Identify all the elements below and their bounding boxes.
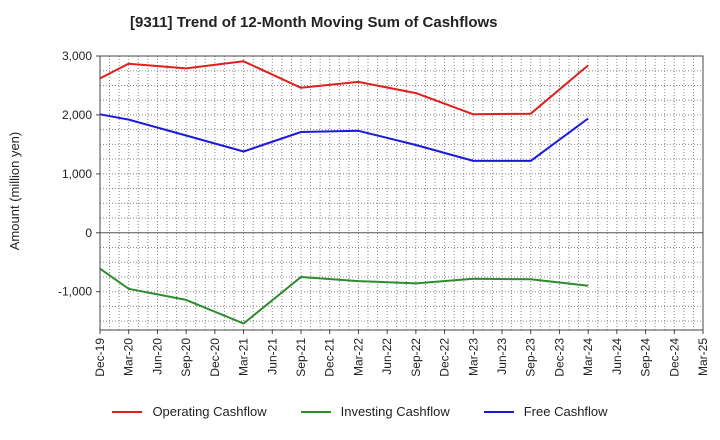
legend-item-free: Free Cashflow — [483, 404, 608, 419]
y-tick-label: 0 — [85, 226, 92, 240]
x-tick-label: Jun-21 — [265, 338, 279, 375]
x-tick-label: Sep-20 — [179, 338, 193, 377]
series-line-free-cashflow — [99, 113, 589, 162]
y-tick-label: 3,000 — [62, 49, 92, 63]
x-tick-label: Sep-23 — [524, 338, 538, 377]
legend-label-free: Free Cashflow — [523, 404, 608, 419]
x-tick-label: Jun-24 — [610, 338, 624, 375]
legend-item-investing: Investing Cashflow — [300, 404, 450, 419]
y-tick-labels: 3,000 2,000 1,000 0 -1,000 — [58, 49, 100, 299]
x-tick-label: Jun-20 — [150, 338, 164, 375]
x-tick-label: Dec-22 — [438, 338, 452, 377]
legend: Operating Cashflow Investing Cashflow Fr… — [0, 404, 720, 419]
x-tick-label: Sep-22 — [409, 338, 423, 377]
x-tick-label: Jun-23 — [495, 338, 509, 375]
chart-title: [9311] Trend of 12-Month Moving Sum of C… — [130, 14, 498, 31]
x-tick-label: Dec-19 — [93, 338, 107, 377]
legend-label-investing: Investing Cashflow — [340, 404, 450, 419]
x-tick-label: Mar-23 — [466, 338, 480, 376]
y-axis-label: Amount (million yen) — [7, 132, 22, 251]
legend-label-operating: Operating Cashflow — [152, 404, 267, 419]
legend-item-operating: Operating Cashflow — [112, 404, 267, 419]
y-tick-label: -1,000 — [58, 285, 92, 299]
series-line-investing-cashflow — [99, 267, 589, 325]
x-tick-label: Mar-22 — [351, 338, 365, 376]
x-tick-label: Jun-22 — [380, 338, 394, 375]
plot-frame — [99, 55, 704, 331]
x-tick-label: Mar-24 — [581, 338, 595, 376]
series-line-operating-cashflow — [99, 60, 589, 116]
legend-swatch-operating — [112, 410, 143, 413]
series-lines — [99, 60, 589, 325]
x-tick-label: Mar-20 — [122, 338, 136, 376]
x-tick-label: Mar-21 — [237, 338, 251, 376]
x-tick-label: Sep-21 — [294, 338, 308, 377]
x-tick-label: Dec-23 — [552, 338, 566, 377]
plot-border — [99, 55, 704, 331]
x-tick-label: Dec-24 — [667, 338, 681, 377]
x-tick-label: Dec-21 — [323, 338, 337, 377]
grid-lines — [99, 55, 703, 330]
x-tick-label: Sep-24 — [639, 338, 653, 377]
legend-swatch-investing — [300, 410, 331, 413]
x-tick-labels: Dec-19 Mar-20 Jun-20 Sep-20 Dec-20 Mar-21 Jun-… — [93, 330, 710, 377]
y-tick-label: 2,000 — [62, 108, 92, 122]
x-tick-label: Mar-25 — [696, 338, 710, 376]
x-tick-label: Dec-20 — [208, 338, 222, 377]
y-tick-label: 1,000 — [62, 167, 92, 181]
legend-swatch-free — [483, 410, 514, 413]
